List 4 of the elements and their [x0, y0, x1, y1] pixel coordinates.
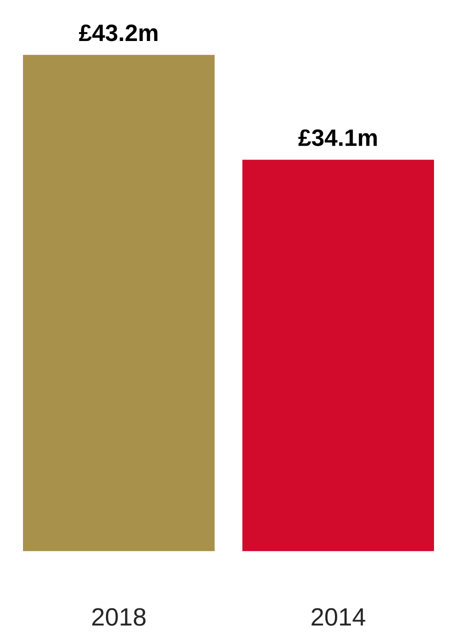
- x-tick-label: 2018: [92, 608, 146, 626]
- data-label: £34.1m: [298, 129, 377, 146]
- data-label: £43.2m: [79, 24, 158, 42]
- x-tick-label: 2014: [312, 608, 366, 626]
